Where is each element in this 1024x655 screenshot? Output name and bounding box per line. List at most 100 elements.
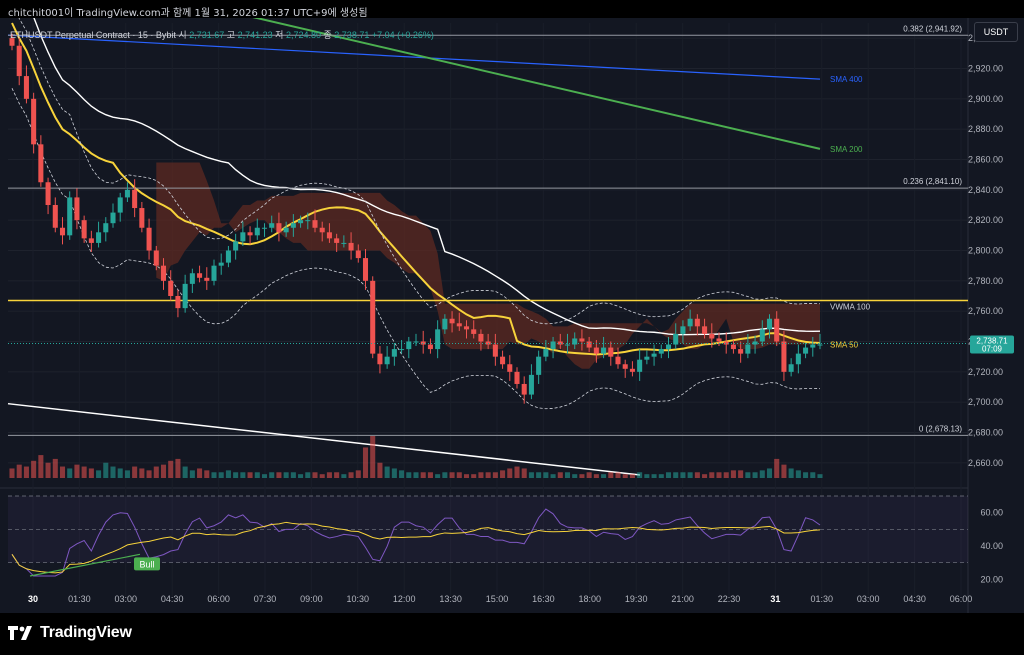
candle-body xyxy=(673,333,679,345)
rsi-tick-label: 40.00 xyxy=(980,541,1003,551)
candle-body xyxy=(240,232,246,242)
volume-bar xyxy=(752,472,758,478)
candle-body xyxy=(326,232,332,239)
time-tick-label: 10:30 xyxy=(347,594,370,604)
volume-bar xyxy=(687,472,693,478)
candle-body xyxy=(197,273,203,278)
volume-bar xyxy=(117,468,123,478)
price-tick-label: 2,780.00 xyxy=(968,276,1003,286)
candle-body xyxy=(550,341,556,350)
volume-bar xyxy=(579,474,585,478)
sma-50-line xyxy=(11,22,821,356)
price-tick-label: 2,680.00 xyxy=(968,428,1003,438)
volume-bar xyxy=(803,472,809,478)
volume-bar xyxy=(615,472,621,478)
candle-body xyxy=(766,318,773,330)
volume-bar xyxy=(189,470,195,478)
candle-body xyxy=(615,356,621,365)
volume-bar xyxy=(680,472,686,478)
candle-body xyxy=(427,344,433,350)
candle-body xyxy=(521,383,527,395)
currency-button[interactable]: USDT xyxy=(974,22,1018,42)
volume-bar xyxy=(110,466,116,478)
candle-body xyxy=(629,368,635,372)
tradingview-logo[interactable]: TradingView xyxy=(8,624,132,642)
volume-bar xyxy=(528,472,534,478)
volume-bar xyxy=(67,468,73,478)
volume-bar xyxy=(370,436,376,478)
bollinger-lower-line xyxy=(11,88,821,410)
candle-body xyxy=(16,45,22,77)
volume-bar xyxy=(326,472,332,478)
candle-body xyxy=(658,349,664,354)
close-label: 종 xyxy=(323,30,332,40)
volume-bar xyxy=(810,472,816,478)
candle-body xyxy=(817,344,823,346)
candle-body xyxy=(651,353,657,357)
time-tick-label: 01:30 xyxy=(68,594,91,604)
volume-bar xyxy=(601,474,607,478)
candle-body xyxy=(9,38,15,46)
last-price-tag xyxy=(970,335,1014,354)
volume-bar xyxy=(269,472,275,478)
candle-body xyxy=(124,189,130,198)
candle-body xyxy=(355,250,361,259)
candle-body xyxy=(247,232,253,236)
candle-body xyxy=(637,359,643,372)
candle-body xyxy=(781,341,787,372)
candle-body xyxy=(723,341,729,345)
candle-body xyxy=(716,338,722,342)
candle-body xyxy=(341,242,347,244)
volume-bar xyxy=(45,462,51,478)
candle-body xyxy=(586,341,592,348)
volume-bar xyxy=(96,470,102,478)
price-chart[interactable]: 2,940.002,920.002,900.002,880.002,860.00… xyxy=(0,18,1024,613)
volume-bar xyxy=(543,472,549,478)
volume-bar xyxy=(817,474,823,478)
volume-bar xyxy=(377,462,383,478)
chart-area[interactable]: 2,940.002,920.002,900.002,880.002,860.00… xyxy=(0,18,1024,613)
rsi-tick-label: 20.00 xyxy=(980,574,1003,584)
ichimoku-cloud xyxy=(156,162,821,369)
volume-bar xyxy=(298,474,304,478)
candle-body xyxy=(218,262,224,266)
volume-bar xyxy=(745,472,751,478)
volume-bar xyxy=(442,472,448,478)
candle-body xyxy=(795,353,801,365)
volume-bar xyxy=(348,472,354,478)
candle-body xyxy=(211,265,217,281)
candle-body xyxy=(608,347,614,357)
indicator-label: SMA 50 xyxy=(830,341,859,350)
open-value: 2,731.67 xyxy=(189,30,225,40)
volume-bar xyxy=(153,466,159,478)
candle-body xyxy=(45,182,51,205)
volume-bar xyxy=(507,468,513,478)
volume-bar xyxy=(391,468,397,478)
time-tick-label: 06:00 xyxy=(207,594,230,604)
volume-bar xyxy=(132,466,138,478)
volume-bar xyxy=(341,474,347,478)
volume-bar xyxy=(254,472,260,478)
bull-badge-label: Bull xyxy=(139,559,154,569)
candle-body xyxy=(644,356,650,360)
price-tick-label: 2,880.00 xyxy=(968,124,1003,134)
tradingview-wordmark: TradingView xyxy=(40,624,132,641)
volume-bar xyxy=(665,472,672,478)
symbol-legend: ETHUSDT Perpetual Contract · 15 · Bybit … xyxy=(10,28,434,41)
candle-body xyxy=(81,220,87,239)
volume-bar xyxy=(463,474,470,478)
candle-body xyxy=(153,250,159,266)
volume-bar xyxy=(781,464,787,478)
volume-bar xyxy=(399,470,405,478)
open-label: 시 xyxy=(178,30,187,40)
candle-body xyxy=(694,318,700,327)
volume-bar xyxy=(637,472,643,478)
close-value: 2,738.71 xyxy=(334,30,370,40)
candle-body xyxy=(507,364,513,372)
volume-bar xyxy=(471,474,477,478)
candle-body xyxy=(391,349,397,357)
candle-body xyxy=(233,241,239,251)
volume-bar xyxy=(673,472,679,478)
candle-body xyxy=(290,223,296,228)
time-tick-label: 03:00 xyxy=(857,594,880,604)
